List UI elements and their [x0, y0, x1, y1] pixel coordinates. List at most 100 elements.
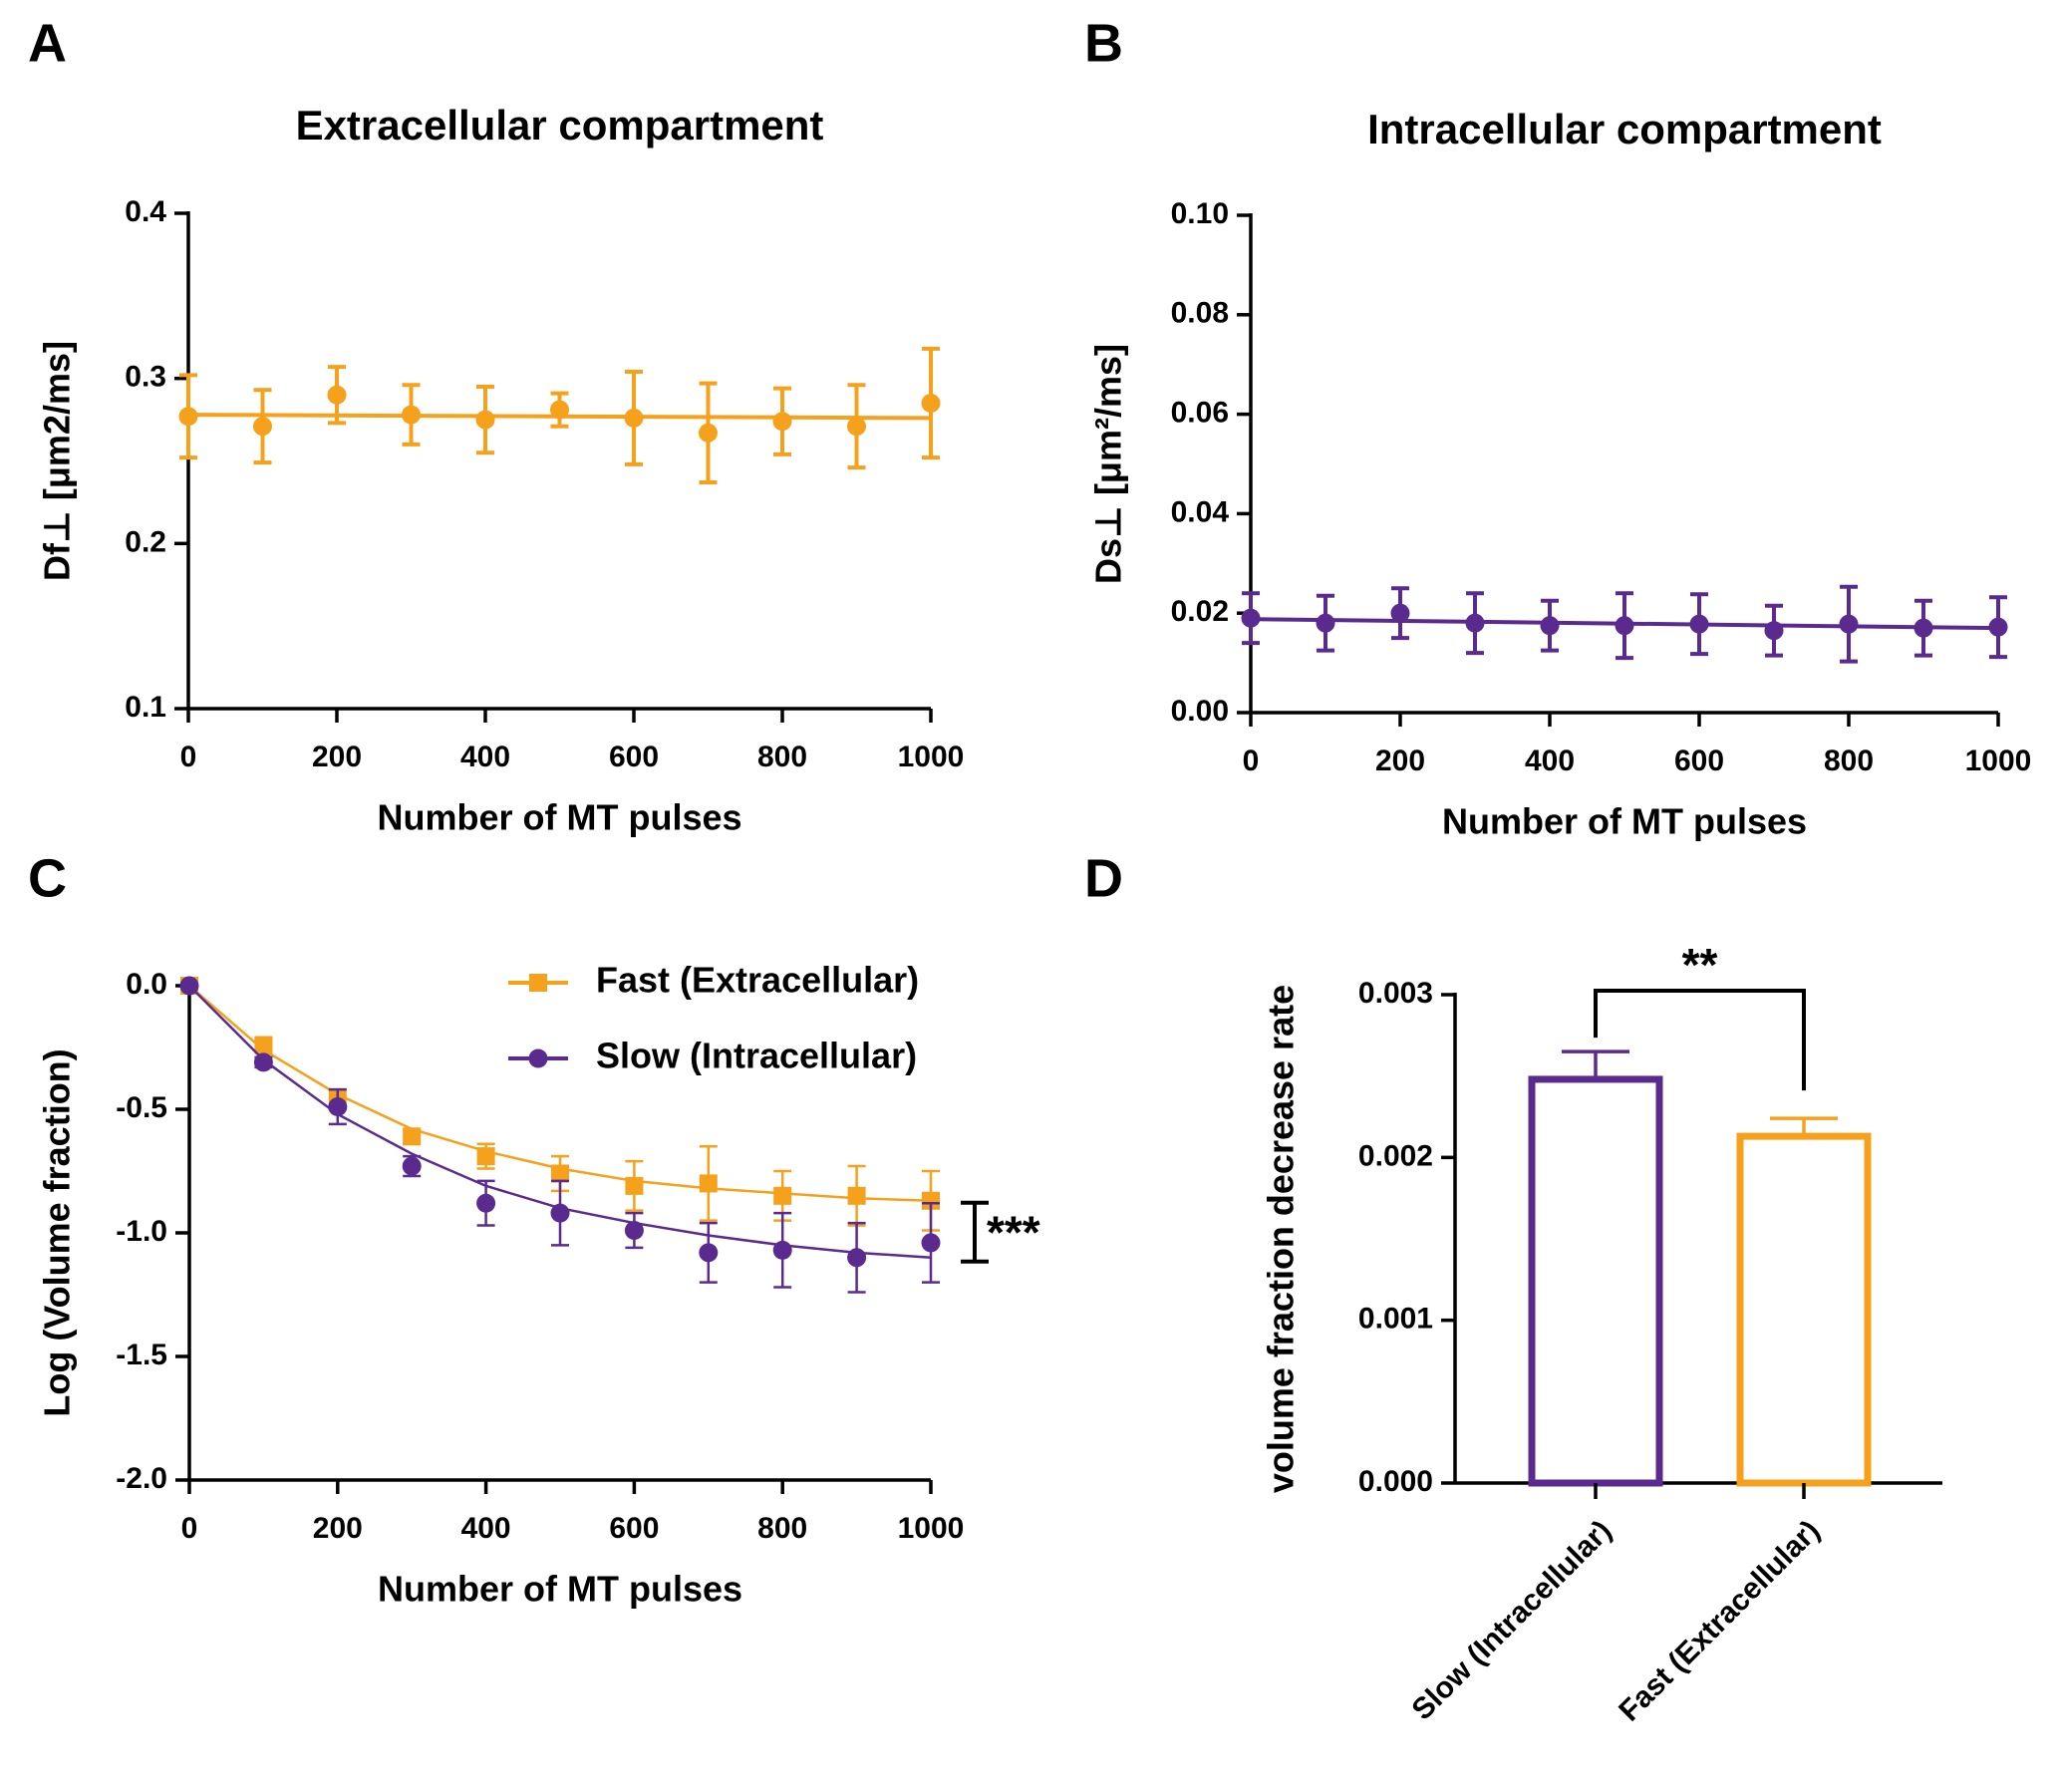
y-tick-label: 0.10 [1171, 197, 1229, 230]
significance-label: ** [1682, 939, 1718, 991]
point [402, 405, 421, 425]
x-tick-label: 0 [1243, 745, 1260, 777]
point [1839, 614, 1859, 634]
bar [1736, 1132, 1872, 1487]
significance-label: *** [987, 1206, 1040, 1258]
y-tick-label: 0.002 [1358, 1139, 1433, 1172]
panel-letter: D [1084, 848, 1123, 908]
point [328, 1097, 348, 1117]
point [624, 408, 644, 428]
x-tick-label: 600 [1674, 745, 1724, 777]
legend-marker [528, 1048, 548, 1068]
y-tick-label: 0.4 [125, 195, 166, 228]
point [1540, 616, 1560, 636]
x-tick-label: 200 [312, 741, 362, 773]
point [178, 407, 198, 427]
significance-bracket [961, 1200, 989, 1264]
x-tick-label: Slow (Intracellular) [1405, 1514, 1617, 1726]
point [551, 1164, 569, 1183]
y-tick-label: 0.08 [1171, 297, 1229, 330]
y-tick-label: -2.0 [116, 1462, 167, 1495]
y-tick-label: 0.06 [1171, 397, 1229, 430]
y-tick-label: -1.5 [116, 1339, 167, 1371]
x-tick-label: 1000 [1965, 745, 2032, 777]
error-bar [1770, 1116, 1838, 1137]
chart-title: Intracellular compartment [1367, 106, 1882, 152]
x-axis-label: Number of MT pulses [378, 1569, 742, 1610]
y-axis-label: Df⊥ [μm2/ms] [37, 341, 78, 581]
y-tick-label: 0.0 [126, 968, 167, 1001]
point [847, 417, 866, 437]
point [476, 1193, 496, 1213]
point [1988, 617, 2008, 637]
chart-title: Extracellular compartment [296, 102, 824, 149]
point [921, 1233, 941, 1253]
point [403, 1127, 422, 1146]
x-tick-label: 200 [313, 1512, 363, 1545]
significance-bracket [1594, 989, 1806, 1091]
point [624, 1221, 644, 1241]
point [327, 385, 347, 405]
point [699, 1174, 718, 1193]
y-tick-label: 0.1 [125, 691, 166, 724]
point [475, 410, 495, 430]
point [699, 423, 718, 443]
point [1764, 621, 1784, 641]
y-tick-label: 0.3 [125, 361, 166, 394]
point [1390, 603, 1410, 623]
point [550, 400, 569, 420]
point [922, 1191, 940, 1210]
y-axis-label: Ds⊥ [μm²/ms] [1088, 344, 1129, 584]
point [847, 1186, 866, 1205]
panel-letter: C [28, 848, 67, 908]
point [402, 1156, 422, 1176]
x-tick-label: 0 [180, 741, 197, 773]
y-tick-label: -1.0 [116, 1215, 167, 1248]
y-tick-label: 0.02 [1171, 595, 1229, 628]
x-tick-label: 1000 [898, 1512, 965, 1545]
point [1316, 613, 1335, 633]
point [253, 417, 272, 437]
x-tick-label: 800 [757, 741, 807, 773]
point [921, 394, 941, 414]
y-tick-label: 0.04 [1171, 495, 1230, 528]
error-bar [1562, 1049, 1629, 1079]
panel-letter: A [28, 13, 67, 73]
x-tick-label: 0 [181, 1512, 198, 1545]
x-axis-label: Number of MT pulses [1442, 801, 1807, 842]
legend-label: Slow (Intracellular) [596, 1036, 917, 1076]
point [699, 1243, 719, 1263]
bar [1528, 1075, 1663, 1487]
y-tick-label: -0.5 [116, 1091, 167, 1124]
x-tick-label: 400 [460, 741, 510, 773]
panel-letter: B [1084, 13, 1123, 73]
point [772, 412, 792, 432]
point [179, 976, 199, 996]
y-tick-label: 0.00 [1171, 695, 1229, 728]
y-axis-label: volume fraction decrease rate [1261, 985, 1302, 1493]
x-tick-label: 400 [1525, 745, 1575, 777]
point [625, 1176, 644, 1195]
y-tick-label: 0.2 [125, 525, 166, 558]
point [253, 1052, 273, 1072]
point [254, 1036, 273, 1054]
y-tick-label: 0.001 [1358, 1303, 1433, 1336]
legend-label: Fast (Extracellular) [596, 960, 919, 1001]
point [476, 1147, 495, 1166]
x-tick-label: Fast (Extracellular) [1613, 1514, 1826, 1727]
point [1241, 608, 1261, 628]
x-tick-label: 1000 [898, 741, 965, 773]
point [773, 1186, 792, 1205]
y-tick-label: 0.000 [1358, 1465, 1433, 1498]
point [1913, 618, 1933, 638]
point [1465, 613, 1485, 633]
x-tick-label: 200 [1375, 745, 1425, 777]
x-tick-label: 600 [609, 741, 659, 773]
y-axis-label: Log (Volume fraction) [37, 1048, 78, 1416]
point [550, 1203, 570, 1223]
legend-marker [529, 974, 547, 992]
point [1615, 616, 1634, 636]
x-axis-label: Number of MT pulses [377, 797, 741, 838]
x-tick-label: 600 [609, 1512, 659, 1545]
